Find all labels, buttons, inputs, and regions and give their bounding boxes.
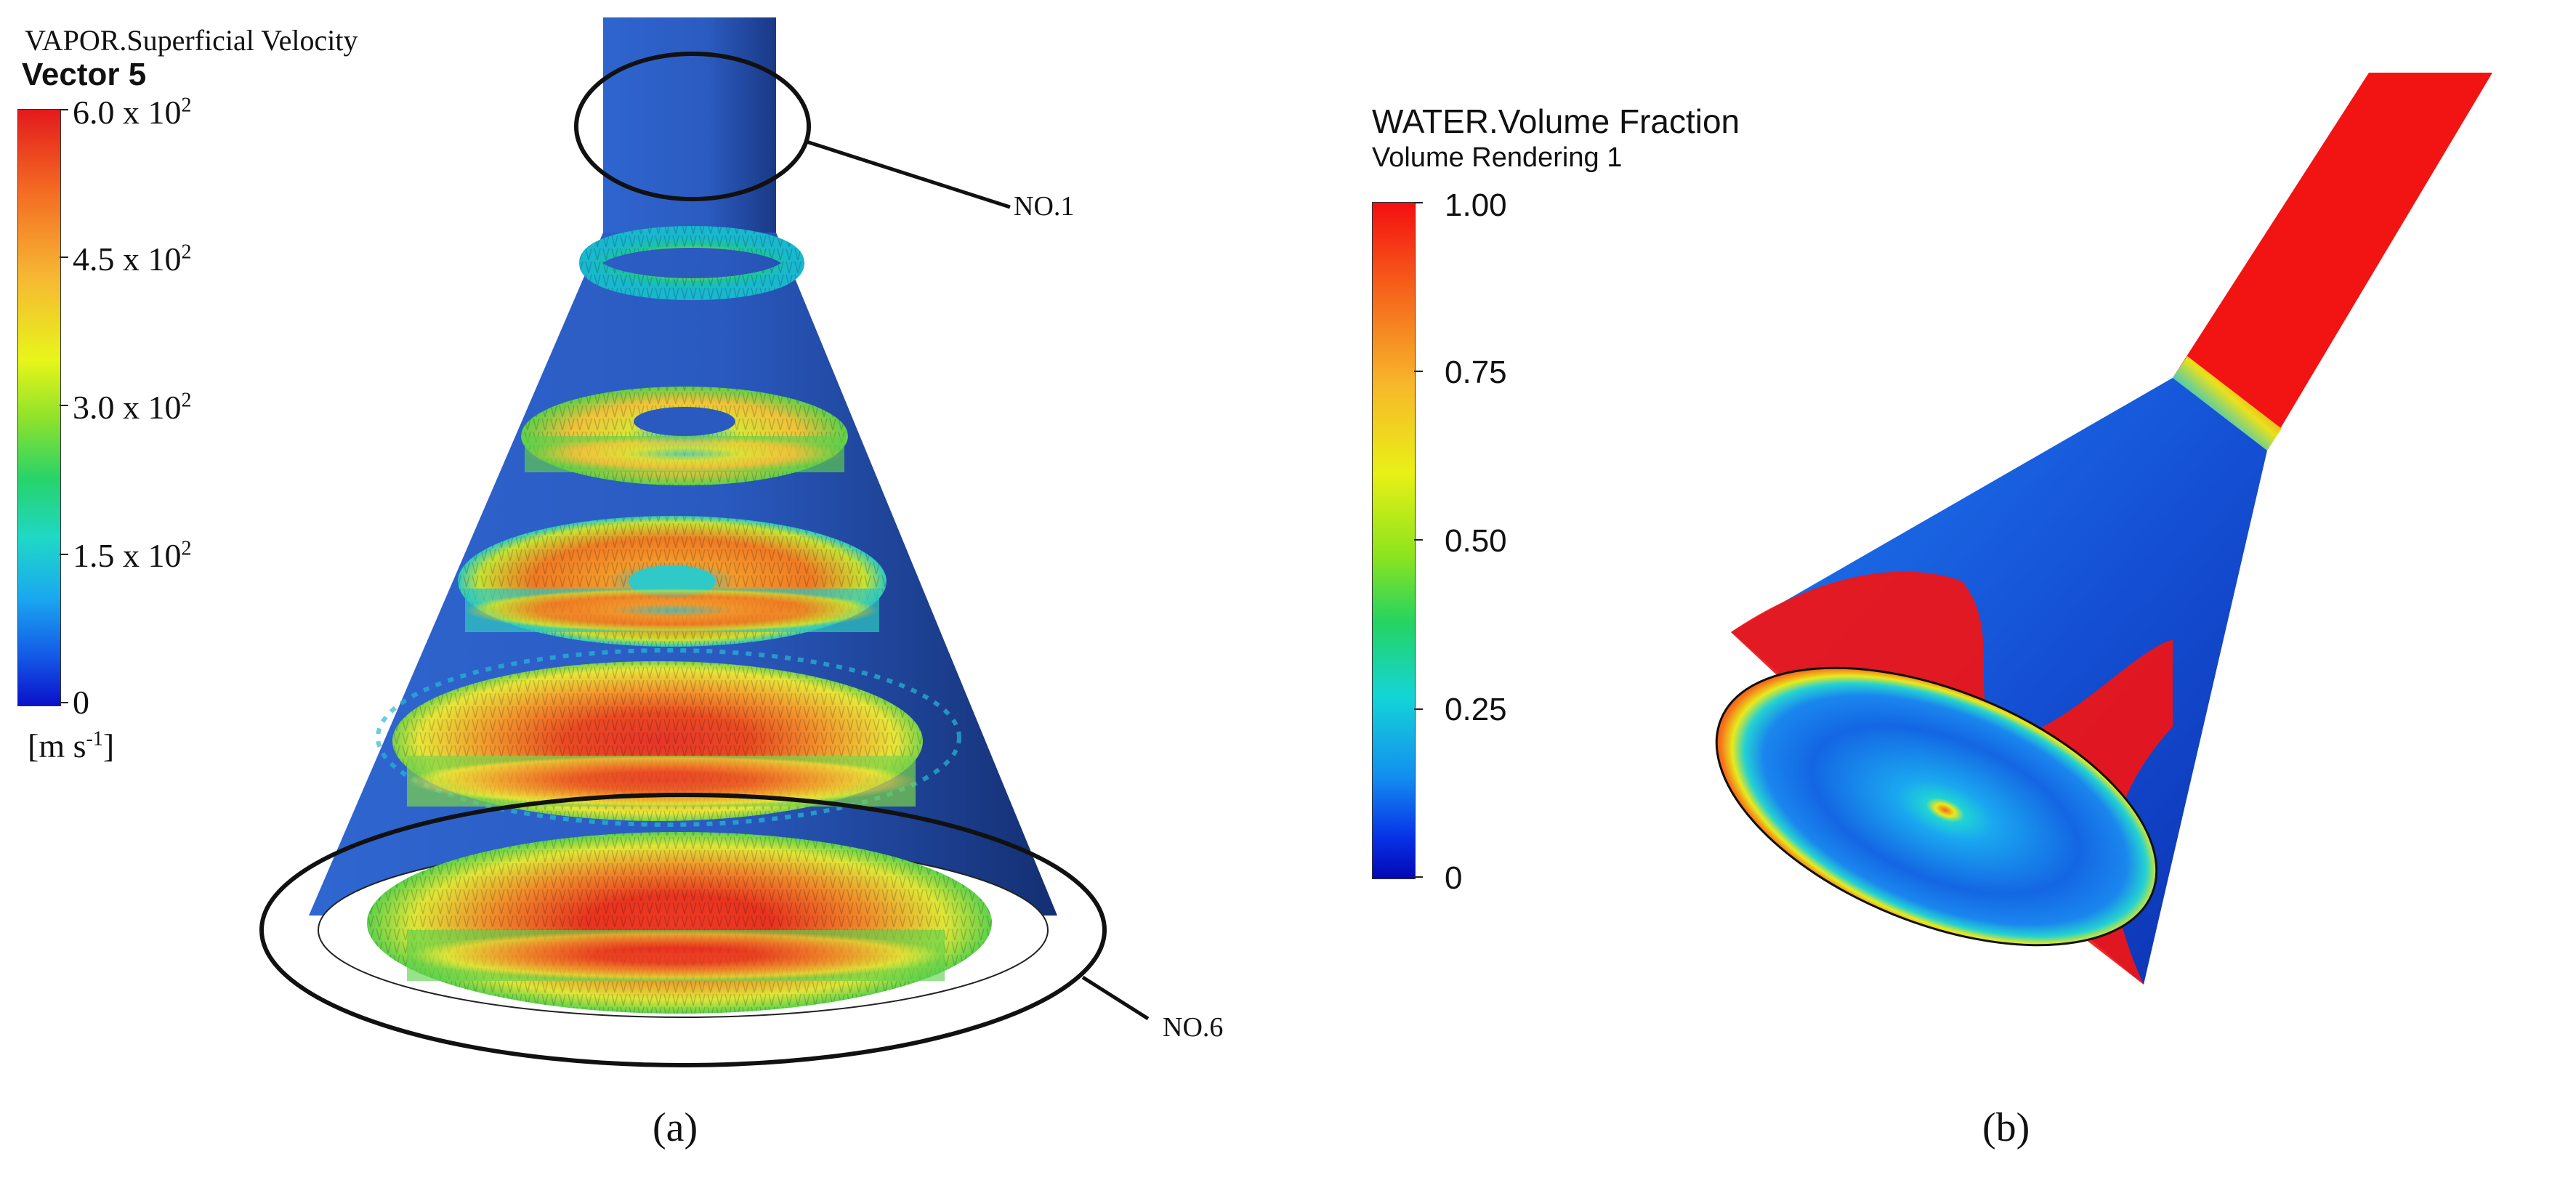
colorbar-b-tick [1414, 371, 1423, 372]
legend-a-title: VAPOR.Superficial Velocity [25, 24, 358, 57]
legend-a-tick-label: 1.5 x 102 [73, 537, 192, 574]
velocity-vector-rings [367, 226, 992, 1014]
colorbar-a-tick [60, 109, 68, 110]
callout-circle-no6 [259, 793, 1107, 1067]
legend-b-subtitle: Volume Rendering 1 [1372, 142, 1623, 173]
colorbar-b-tick [1414, 202, 1423, 203]
inlet-pipe [603, 17, 776, 250]
legend-a-tick-label: 0 [73, 684, 89, 721]
legend-a-tick-label: 3.0 x 102 [73, 389, 192, 426]
caption-b: (b) [1982, 1105, 2030, 1150]
colorbar-volume-fraction [1372, 202, 1416, 879]
callout-label-no6: NO.6 [1163, 1012, 1224, 1043]
legend-b-tick-label: 0.50 [1445, 523, 1507, 559]
legend-a-tick-label: 6.0 x 102 [73, 94, 192, 131]
colorbar-b-tick [1414, 539, 1423, 541]
caption-a: (a) [653, 1105, 698, 1150]
callout-leader-no6 [1081, 975, 1150, 1021]
callout-label-no1: NO.1 [1014, 191, 1075, 222]
legend-b-title: WATER.Volume Fraction [1372, 102, 1740, 140]
outlet-pipe [2173, 73, 2492, 450]
legend-b-tick-label: 0.25 [1445, 692, 1507, 727]
colorbar-a-tick [60, 405, 68, 406]
legend-a-subtitle: Vector 5 [22, 57, 147, 92]
callout-leader-no1 [806, 140, 1011, 209]
colorbar-a-tick [60, 554, 68, 555]
legend-b-tick-label: 0.75 [1445, 355, 1507, 390]
colorbar-a-tick [60, 702, 68, 703]
colorbar-velocity [17, 109, 61, 706]
legend-a-unit: [m s-1] [28, 727, 115, 764]
legend-b-tick-label: 0 [1445, 860, 1463, 896]
legend-b-tick-label: 1.00 [1445, 187, 1507, 223]
colorbar-b-tick [1414, 876, 1423, 878]
colorbar-b-tick [1414, 708, 1423, 710]
nozzle-neck [2173, 356, 2282, 450]
callout-circle-no1 [574, 52, 811, 201]
nozzle-inlet-face [1715, 666, 2158, 947]
colorbar-a-tick [60, 256, 68, 258]
legend-a-tick-label: 4.5 x 102 [73, 241, 192, 278]
